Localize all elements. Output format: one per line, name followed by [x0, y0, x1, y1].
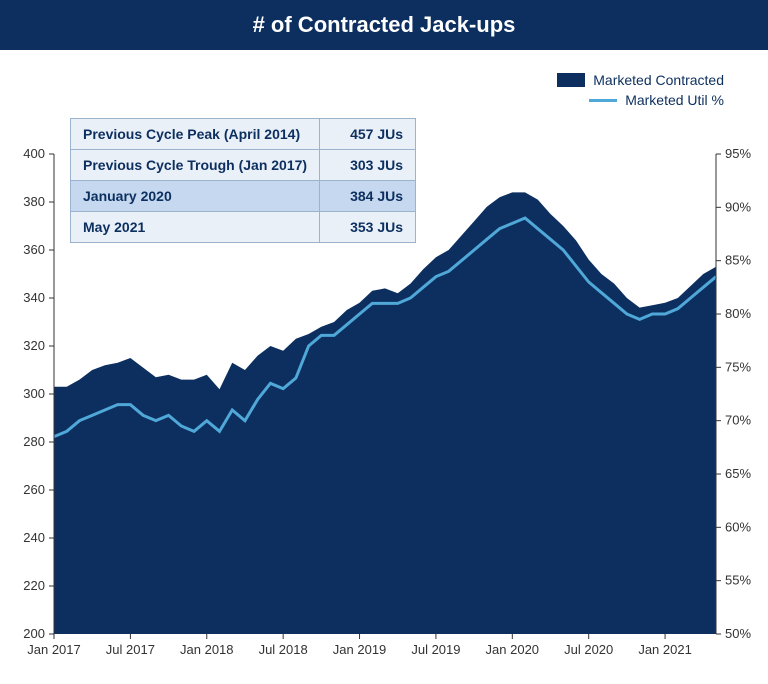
- info-value: 353 JUs: [320, 212, 416, 243]
- ytick-label-left: 220: [23, 578, 45, 593]
- info-row: Previous Cycle Peak (April 2014)457 JUs: [71, 119, 416, 150]
- xtick-label: Jan 2020: [486, 642, 540, 657]
- ytick-label-left: 300: [23, 386, 45, 401]
- ytick-label-right: 50%: [725, 626, 751, 641]
- info-label: Previous Cycle Peak (April 2014): [71, 119, 320, 150]
- info-row: May 2021353 JUs: [71, 212, 416, 243]
- ytick-label-left: 280: [23, 434, 45, 449]
- ytick-label-right: 65%: [725, 466, 751, 481]
- ytick-label-left: 380: [23, 194, 45, 209]
- xtick-label: Jan 2019: [333, 642, 387, 657]
- xtick-label: Jan 2021: [638, 642, 692, 657]
- ytick-label-right: 80%: [725, 306, 751, 321]
- ytick-label-right: 70%: [725, 413, 751, 428]
- chart-title: # of Contracted Jack-ups: [0, 0, 768, 54]
- ytick-label-right: 60%: [725, 519, 751, 534]
- xtick-label: Jul 2017: [106, 642, 155, 657]
- xtick-label: Jul 2018: [259, 642, 308, 657]
- xtick-label: Jan 2017: [27, 642, 81, 657]
- info-value: 457 JUs: [320, 119, 416, 150]
- ytick-label-left: 240: [23, 530, 45, 545]
- info-value: 303 JUs: [320, 150, 416, 181]
- ytick-label-left: 360: [23, 242, 45, 257]
- info-label: Previous Cycle Trough (Jan 2017): [71, 150, 320, 181]
- info-value: 384 JUs: [320, 181, 416, 212]
- ytick-label-right: 85%: [725, 253, 751, 268]
- info-row: January 2020384 JUs: [71, 181, 416, 212]
- info-label: January 2020: [71, 181, 320, 212]
- xtick-label: Jan 2018: [180, 642, 234, 657]
- ytick-label-left: 400: [23, 146, 45, 161]
- area-series: [54, 192, 716, 634]
- xtick-label: Jul 2019: [411, 642, 460, 657]
- ytick-label-right: 55%: [725, 573, 751, 588]
- ytick-label-right: 90%: [725, 199, 751, 214]
- chart-area: Marketed Contracted Marketed Util % Prev…: [0, 54, 768, 684]
- ytick-label-right: 75%: [725, 359, 751, 374]
- info-label: May 2021: [71, 212, 320, 243]
- xtick-label: Jul 2020: [564, 642, 613, 657]
- ytick-label-right: 95%: [725, 146, 751, 161]
- ytick-label-left: 320: [23, 338, 45, 353]
- ytick-label-left: 260: [23, 482, 45, 497]
- info-table: Previous Cycle Peak (April 2014)457 JUsP…: [70, 118, 416, 243]
- info-row: Previous Cycle Trough (Jan 2017)303 JUs: [71, 150, 416, 181]
- ytick-label-left: 340: [23, 290, 45, 305]
- ytick-label-left: 200: [23, 626, 45, 641]
